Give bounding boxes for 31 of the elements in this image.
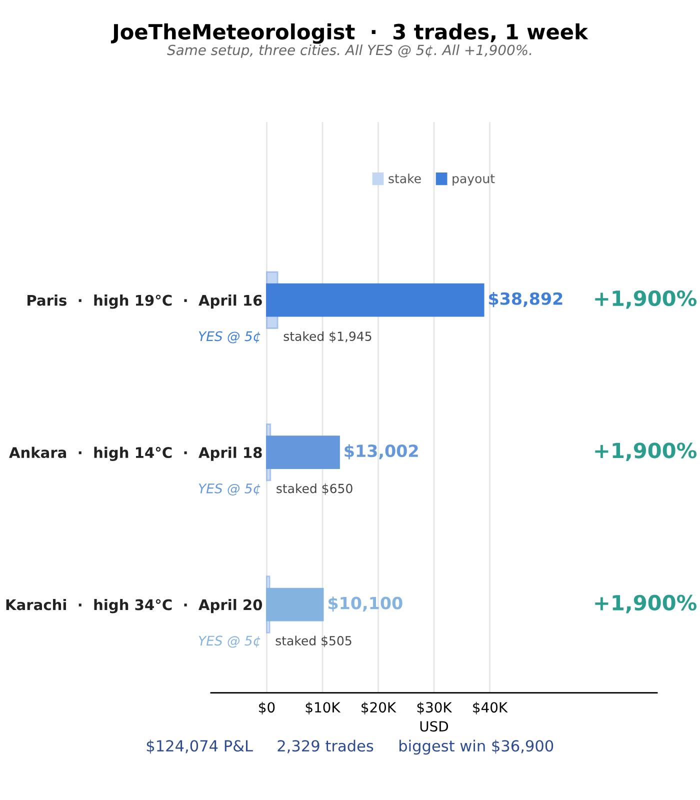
bar — [266, 588, 324, 622]
legend-label: stake — [388, 174, 421, 184]
y-tick-label: Ankara · high 14°C · April 18 — [9, 446, 262, 461]
legend-label: payout — [452, 174, 495, 186]
annotation: +1,900% — [595, 594, 697, 614]
data-label: staked $650 — [276, 484, 352, 495]
x-tick-label: $0 — [259, 702, 275, 714]
x-tick-label: $40K — [473, 702, 508, 714]
text: $124,074 P&L — [146, 740, 253, 754]
text: biggest win $36,900 — [400, 740, 554, 755]
annotation: YES @ 5¢ — [198, 331, 260, 344]
x-tick-label: $30K — [417, 702, 452, 714]
y-tick-label: Karachi · high 34°C · April 20 — [6, 598, 262, 614]
annotation: YES @ 5¢ — [198, 636, 260, 648]
data-label: $13,002 — [344, 444, 418, 460]
annotation: YES @ 5¢ — [198, 483, 260, 496]
annotation: +1,900% — [595, 290, 697, 309]
data-label: $38,892 — [489, 292, 562, 308]
bar — [266, 436, 340, 469]
annotation: +1,900% — [595, 442, 697, 462]
data-label: $10,100 — [328, 596, 402, 612]
y-tick-label: Paris · high 19°C · April 16 — [28, 294, 262, 309]
x-tick-label: $10K — [306, 702, 341, 714]
chart-title: JoeTheMeteorologist · 3 trades, 1 week — [110, 23, 588, 44]
data-label: staked $1,945 — [284, 331, 372, 343]
data-label: staked $505 — [276, 636, 352, 648]
text: 2,329 trades — [278, 740, 374, 754]
x-axis-title: USD — [420, 721, 448, 732]
chart-subtitle: Same setup, three cities. All YES @ 5¢. All +1,900%. — [167, 44, 532, 58]
x-tick-label: $20K — [362, 702, 396, 714]
bar — [266, 283, 484, 317]
